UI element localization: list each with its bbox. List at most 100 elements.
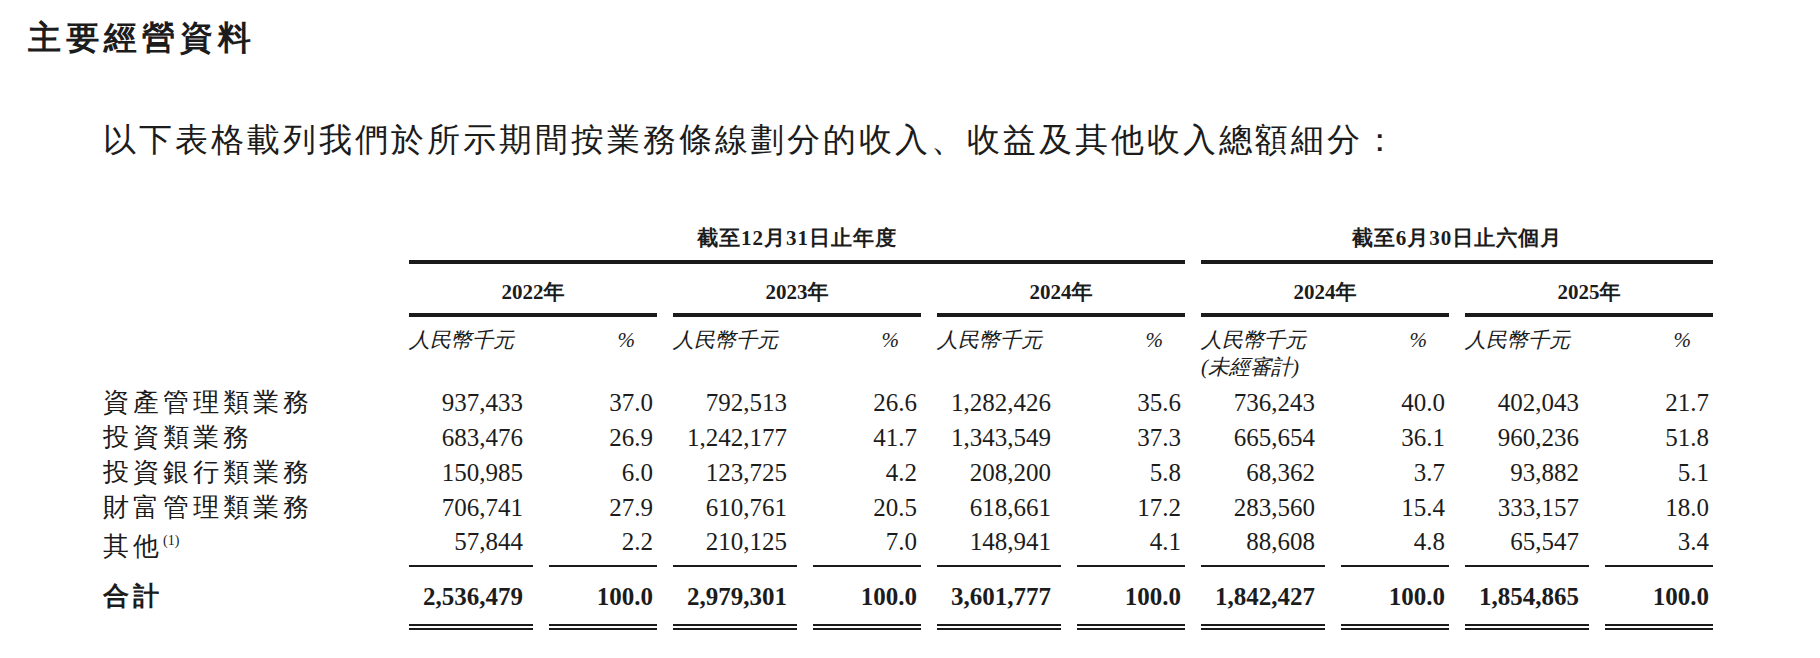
double-rule <box>813 624 921 630</box>
row-label: 其他(1) <box>103 525 393 567</box>
percent-cell: 21.7 <box>1605 385 1713 420</box>
row-label: 投資類業務 <box>103 420 393 455</box>
percent-cell: 20.5 <box>813 490 921 525</box>
unit-label: 人民幣千元 <box>937 317 1061 385</box>
percent-cell: 35.6 <box>1077 385 1185 420</box>
percent-cell: 2.2 <box>549 525 657 567</box>
year-header-2024-interim: 2024年 <box>1201 264 1449 317</box>
double-rule <box>409 624 533 630</box>
value-cell: 210,125 <box>673 525 797 567</box>
value-cell: 123,725 <box>673 455 797 490</box>
double-rule <box>673 624 797 630</box>
percent-cell: 40.0 <box>1341 385 1449 420</box>
value-cell: 665,654 <box>1201 420 1325 455</box>
double-rule <box>1201 624 1325 630</box>
double-rule-row <box>103 624 1713 636</box>
period-group-annual: 截至12月31日止年度 <box>409 224 1185 264</box>
percent-cell: 5.8 <box>1077 455 1185 490</box>
value-cell: 618,661 <box>937 490 1061 525</box>
period-group-header-row: 截至12月31日止年度 截至6月30日止六個月 <box>103 224 1713 264</box>
double-rule <box>1605 624 1713 630</box>
value-cell: 402,043 <box>1465 385 1589 420</box>
total-value-cell: 1,842,427 <box>1201 567 1325 624</box>
value-cell: 88,608 <box>1201 525 1325 567</box>
total-value-cell: 2,979,301 <box>673 567 797 624</box>
row-label: 財富管理類業務 <box>103 490 393 525</box>
value-cell: 65,547 <box>1465 525 1589 567</box>
percent-cell: 4.2 <box>813 455 921 490</box>
percent-label: % <box>1341 317 1449 385</box>
percent-cell: 37.3 <box>1077 420 1185 455</box>
total-percent-cell: 100.0 <box>1341 567 1449 624</box>
value-cell: 333,157 <box>1465 490 1589 525</box>
percent-cell: 26.6 <box>813 385 921 420</box>
percent-cell: 15.4 <box>1341 490 1449 525</box>
double-rule <box>1341 624 1449 630</box>
unit-header-row: 人民幣千元 % 人民幣千元 % 人民幣千元 % 人民幣千元 (未經審計) % 人… <box>103 317 1713 385</box>
unit-label: 人民幣千元 <box>409 317 533 385</box>
percent-cell: 5.1 <box>1605 455 1713 490</box>
intro-text: 以下表格載列我們於所示期間按業務條線劃分的收入、收益及其他收入總額細分： <box>103 118 1399 163</box>
percent-label: % <box>549 317 657 385</box>
value-cell: 792,513 <box>673 385 797 420</box>
year-header-2022: 2022年 <box>409 264 657 317</box>
percent-cell: 4.8 <box>1341 525 1449 567</box>
percent-cell: 27.9 <box>549 490 657 525</box>
unit-label: 人民幣千元 <box>673 317 797 385</box>
double-rule <box>1465 624 1589 630</box>
percent-cell: 6.0 <box>549 455 657 490</box>
percent-label: % <box>1077 317 1185 385</box>
year-header-2023: 2023年 <box>673 264 921 317</box>
table-row-others: 其他(1) 57,844 2.2 210,125 7.0 148,941 4.1… <box>103 525 1713 567</box>
percent-cell: 51.8 <box>1605 420 1713 455</box>
year-header-2024: 2024年 <box>937 264 1185 317</box>
value-cell: 93,882 <box>1465 455 1589 490</box>
value-cell: 937,433 <box>409 385 533 420</box>
total-value-cell: 1,854,865 <box>1465 567 1589 624</box>
value-cell: 1,282,426 <box>937 385 1061 420</box>
percent-cell: 3.4 <box>1605 525 1713 567</box>
operating-data-table: 截至12月31日止年度 截至6月30日止六個月 2022年 2023年 2024… <box>87 224 1729 636</box>
total-label: 合計 <box>103 567 393 624</box>
double-rule <box>937 624 1061 630</box>
table-row-investment: 投資類業務 683,476 26.9 1,242,177 41.7 1,343,… <box>103 420 1713 455</box>
percent-cell: 7.0 <box>813 525 921 567</box>
unit-label-unaudited: 人民幣千元 (未經審計) <box>1201 317 1325 385</box>
value-cell: 736,243 <box>1201 385 1325 420</box>
value-cell: 57,844 <box>409 525 533 567</box>
value-cell: 68,362 <box>1201 455 1325 490</box>
value-cell: 150,985 <box>409 455 533 490</box>
total-value-cell: 3,601,777 <box>937 567 1061 624</box>
table-row-wealth-management: 財富管理類業務 706,741 27.9 610,761 20.5 618,66… <box>103 490 1713 525</box>
value-cell: 610,761 <box>673 490 797 525</box>
total-percent-cell: 100.0 <box>1605 567 1713 624</box>
percent-cell: 37.0 <box>549 385 657 420</box>
double-rule <box>549 624 657 630</box>
table-row-total: 合計 2,536,479 100.0 2,979,301 100.0 3,601… <box>103 567 1713 624</box>
row-label: 資產管理類業務 <box>103 385 393 420</box>
unit-label: 人民幣千元 <box>1201 328 1306 352</box>
year-header-row: 2022年 2023年 2024年 2024年 2025年 <box>103 264 1713 317</box>
total-percent-cell: 100.0 <box>813 567 921 624</box>
value-cell: 283,560 <box>1201 490 1325 525</box>
percent-label: % <box>813 317 921 385</box>
value-cell: 706,741 <box>409 490 533 525</box>
row-label: 投資銀行類業務 <box>103 455 393 490</box>
value-cell: 148,941 <box>937 525 1061 567</box>
percent-cell: 4.1 <box>1077 525 1185 567</box>
percent-label: % <box>1605 317 1713 385</box>
footnote-marker: (1) <box>163 533 179 548</box>
year-header-2025-interim: 2025年 <box>1465 264 1713 317</box>
value-cell: 208,200 <box>937 455 1061 490</box>
percent-cell: 17.2 <box>1077 490 1185 525</box>
total-value-cell: 2,536,479 <box>409 567 533 624</box>
unit-label: 人民幣千元 <box>1465 317 1589 385</box>
value-cell: 1,242,177 <box>673 420 797 455</box>
table-row-asset-management: 資產管理類業務 937,433 37.0 792,513 26.6 1,282,… <box>103 385 1713 420</box>
percent-cell: 36.1 <box>1341 420 1449 455</box>
empty-corner-cell <box>103 224 393 264</box>
value-cell: 683,476 <box>409 420 533 455</box>
double-rule <box>1077 624 1185 630</box>
period-group-interim: 截至6月30日止六個月 <box>1201 224 1713 264</box>
value-cell: 1,343,549 <box>937 420 1061 455</box>
